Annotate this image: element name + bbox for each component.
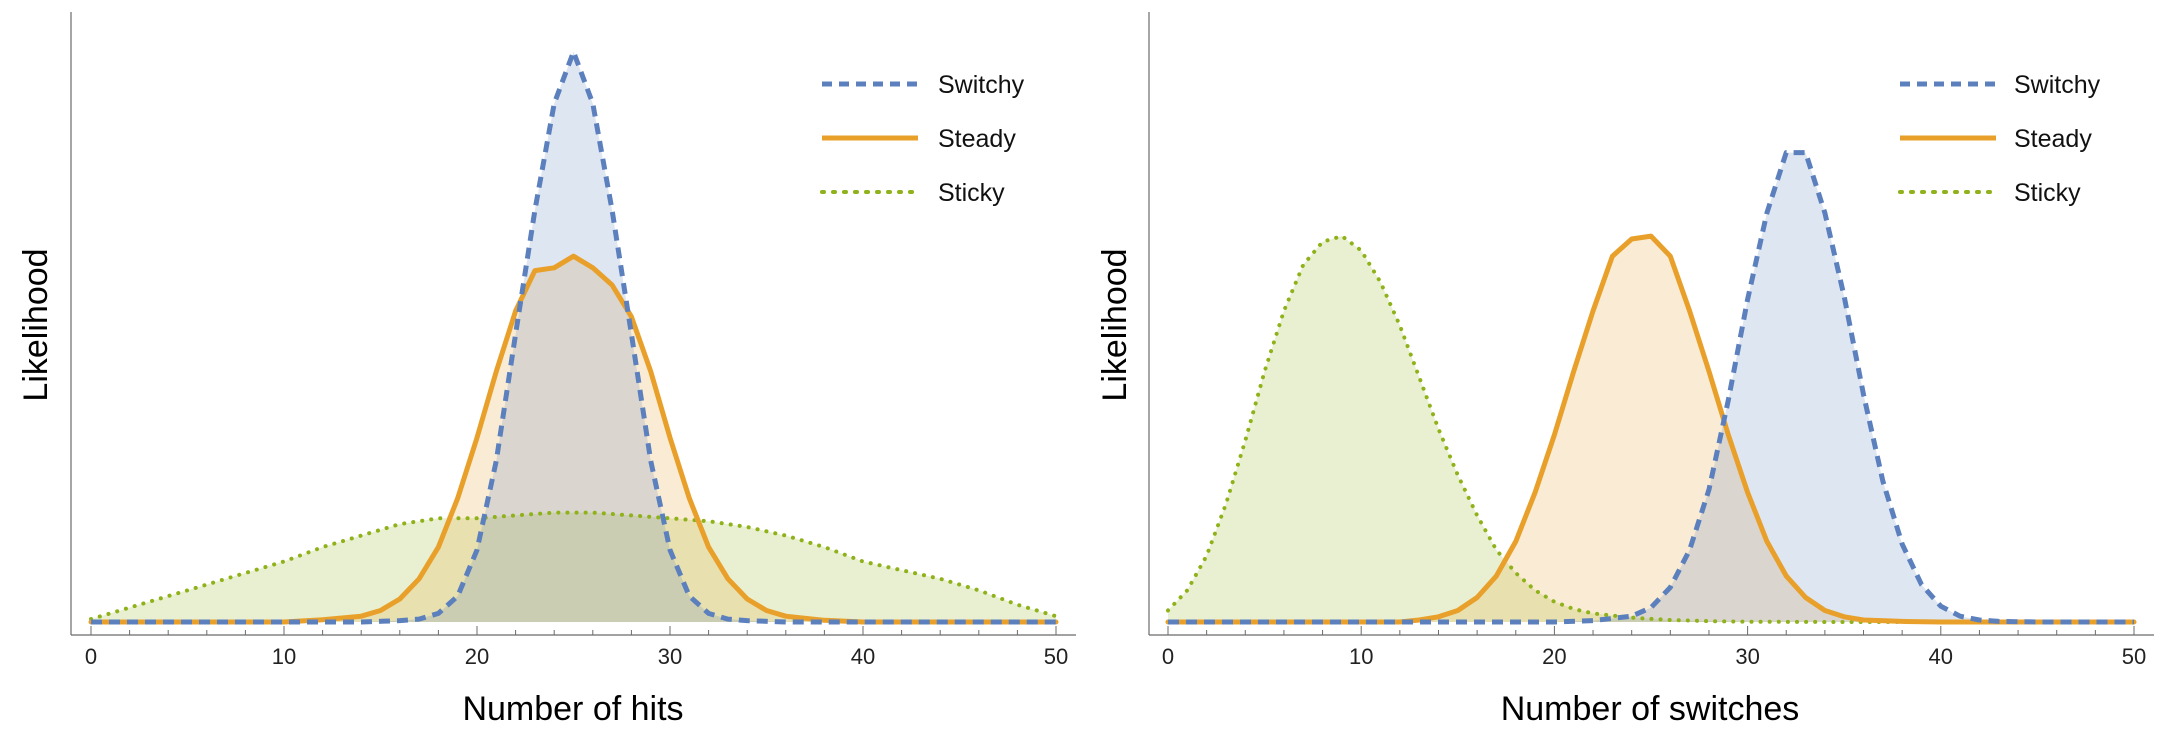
hits-legend-item-steady: Steady (822, 125, 1016, 153)
switches-x-tick-label: 20 (1542, 644, 1566, 669)
hits-area-switchy (91, 51, 1056, 623)
hits-legend: Switchy Steady Sticky (820, 71, 1025, 207)
switches-x-tick-label: 10 (1349, 644, 1373, 669)
legend-label-steady: Steady (2014, 125, 2092, 153)
legend-label-sticky: Sticky (2014, 179, 2081, 207)
switches-panel: 0 10 20 30 40 50 Number of switches Likelihoo… (1096, 12, 2154, 728)
switches-line-switchy (1168, 150, 2134, 625)
hits-x-tick-label: 10 (272, 644, 296, 669)
switches-line-steady (1165, 233, 2137, 625)
switches-areas (1168, 152, 2134, 622)
legend-label-switchy: Switchy (938, 71, 1025, 99)
hits-area-steady (91, 256, 1056, 622)
hits-legend-item-switchy: Switchy (822, 71, 1025, 99)
switches-x-axis-title: Number of switches (1501, 690, 1800, 728)
switches-legend: Switchy Steady Sticky (1898, 71, 2101, 207)
switches-x-tick-label: 30 (1735, 644, 1759, 669)
switches-x-tick-label: 0 (1162, 644, 1174, 669)
legend-label-switchy: Switchy (2014, 71, 2101, 99)
hits-lines (88, 49, 1059, 625)
legend-label-steady: Steady (938, 125, 1016, 153)
switches-legend-item-switchy: Switchy (1900, 71, 2101, 99)
switches-legend-item-steady: Steady (1900, 125, 2092, 153)
switches-x-tick-label: 50 (2122, 644, 2146, 669)
switches-lines (1165, 150, 2137, 625)
hits-x-tick-label: 30 (658, 644, 682, 669)
hits-x-tick-label: 40 (851, 644, 875, 669)
switches-y-axis-title: Likelihood (1096, 248, 1134, 401)
hits-legend-item-sticky: Sticky (820, 179, 1005, 207)
hits-axes: 0 10 20 30 40 50 (70, 12, 1076, 669)
switches-area-sticky (1168, 236, 2134, 622)
hits-x-tick-label: 0 (85, 644, 97, 669)
hits-line-steady (88, 253, 1059, 625)
hits-x-tick-label: 50 (1044, 644, 1068, 669)
hits-area-sticky (91, 512, 1056, 622)
hits-areas (91, 51, 1056, 623)
hits-x-tick-label: 20 (465, 644, 489, 669)
switches-line-sticky (1166, 234, 2136, 624)
switches-axes: 0 10 20 30 40 50 (1148, 12, 2154, 669)
legend-label-sticky: Sticky (938, 179, 1005, 207)
hits-x-axis-title: Number of hits (462, 690, 683, 728)
switches-area-steady (1168, 236, 2134, 622)
switches-x-tick-label: 40 (1929, 644, 1953, 669)
hits-panel: 0 10 20 30 40 50 Number of hits Likelihood Sw… (17, 12, 1076, 728)
switches-legend-item-sticky: Sticky (1898, 179, 2081, 207)
hits-y-axis-title: Likelihood (17, 248, 55, 401)
